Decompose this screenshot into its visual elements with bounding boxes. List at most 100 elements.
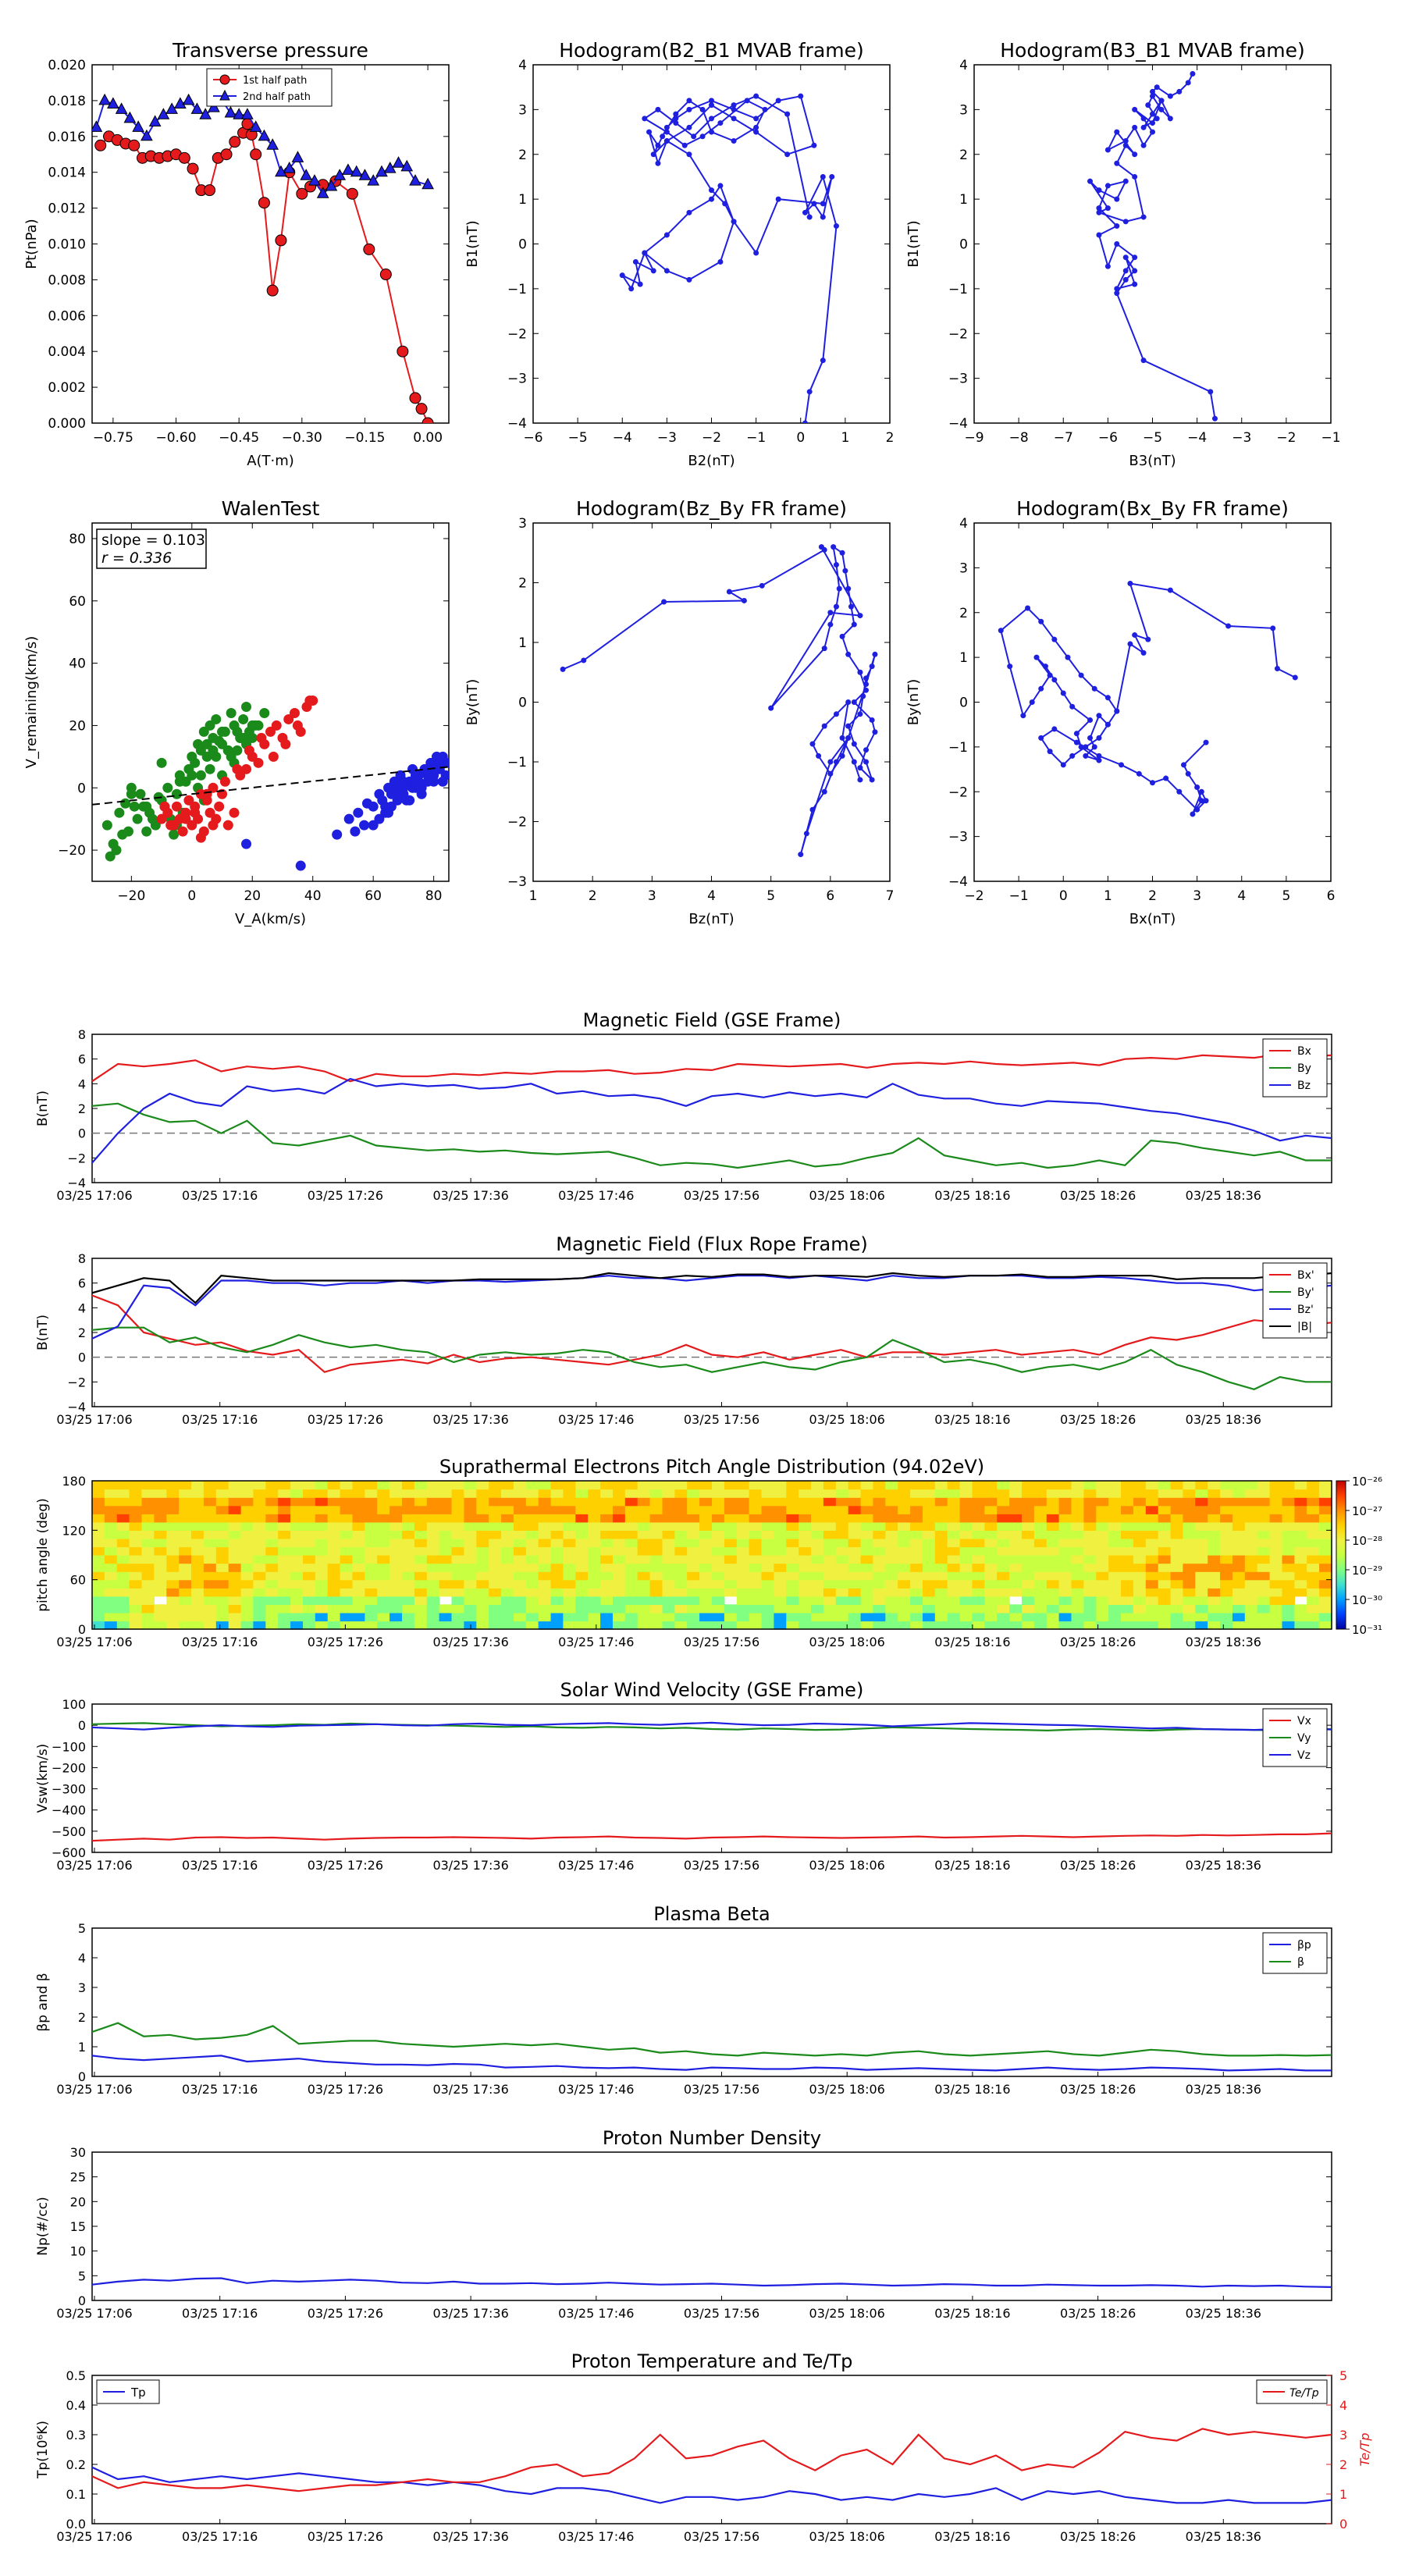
pad-cell bbox=[290, 1546, 304, 1556]
x-tick-label: −0.15 bbox=[344, 430, 385, 446]
pad-cell bbox=[600, 1530, 614, 1539]
pad-cell bbox=[786, 1505, 799, 1514]
pad-cell bbox=[898, 1530, 911, 1539]
y-tick-label: 10 bbox=[70, 2244, 86, 2259]
ts6-title: Proton Temperature and Te/Tp bbox=[571, 2350, 853, 2372]
pad-cell bbox=[365, 1538, 378, 1548]
pad-cell bbox=[934, 1588, 948, 1597]
y-tick-label: 1 bbox=[959, 192, 968, 208]
pad-cell bbox=[550, 1505, 564, 1514]
h4-point bbox=[1140, 649, 1147, 656]
time-tick-label: 03/25 17:36 bbox=[432, 2306, 508, 2321]
ts6-series-Tp bbox=[91, 2466, 1332, 2504]
pad-cell bbox=[92, 1604, 105, 1614]
y-tick-label: 20 bbox=[69, 718, 86, 734]
pad-cell bbox=[1170, 1604, 1184, 1614]
pad-cell bbox=[1071, 1596, 1084, 1605]
pad-cell bbox=[513, 1596, 527, 1605]
pad-cell bbox=[439, 1514, 453, 1523]
pad-cell bbox=[1232, 1546, 1246, 1556]
h1-point bbox=[811, 142, 817, 148]
pad-cell bbox=[873, 1621, 886, 1630]
pad-cell bbox=[414, 1489, 428, 1498]
pad-cell bbox=[129, 1579, 143, 1589]
pad-cell bbox=[154, 1604, 167, 1614]
pad-cell bbox=[389, 1596, 403, 1605]
pad-cell bbox=[327, 1530, 341, 1539]
pad-cell bbox=[1058, 1579, 1072, 1589]
pad-cell bbox=[1071, 1555, 1084, 1564]
pad-cell bbox=[464, 1530, 477, 1539]
pad-cell bbox=[265, 1604, 279, 1614]
pad-cell bbox=[501, 1481, 514, 1490]
h2-point bbox=[1122, 142, 1129, 148]
pad-cell bbox=[215, 1530, 229, 1539]
pad-cell bbox=[1145, 1521, 1159, 1531]
pad-cell bbox=[253, 1604, 266, 1614]
pad-cell bbox=[253, 1538, 266, 1548]
pad-cell bbox=[1158, 1596, 1172, 1605]
pad-cell bbox=[786, 1612, 799, 1622]
pad-cell bbox=[885, 1497, 898, 1507]
pad-cell bbox=[414, 1621, 428, 1630]
walen-point-green bbox=[174, 776, 185, 787]
y-tick-label: 0.004 bbox=[48, 344, 86, 360]
pad-cell bbox=[749, 1530, 763, 1539]
pad-cell bbox=[687, 1571, 700, 1581]
pad-cell bbox=[1083, 1579, 1097, 1589]
tp-point-2nd bbox=[283, 162, 296, 173]
h2-point bbox=[1150, 120, 1155, 126]
y-tick-label: −2 bbox=[67, 1151, 86, 1165]
y-tick-label: 2 bbox=[518, 576, 527, 592]
pad-cell bbox=[1195, 1612, 1208, 1622]
h1-point bbox=[673, 120, 679, 126]
pad-cell bbox=[1170, 1579, 1184, 1589]
h4-point bbox=[1114, 708, 1120, 714]
h1-point bbox=[655, 160, 661, 166]
pad-cell bbox=[191, 1571, 205, 1581]
pad-cell bbox=[835, 1489, 849, 1498]
pad-cell bbox=[1046, 1555, 1060, 1564]
y-tick-label: −3 bbox=[507, 874, 527, 890]
pad-cell bbox=[1071, 1604, 1084, 1614]
pad-cell bbox=[1257, 1612, 1271, 1622]
y-tick-label: −3 bbox=[948, 830, 968, 845]
pad-cell bbox=[513, 1555, 527, 1564]
h4-point bbox=[1176, 788, 1183, 795]
pad-cell bbox=[835, 1497, 849, 1507]
pad-cell bbox=[154, 1497, 167, 1507]
pad-cell bbox=[253, 1489, 266, 1498]
pad-cell bbox=[699, 1530, 713, 1539]
pad-cell bbox=[1220, 1505, 1233, 1514]
pad-cell bbox=[959, 1514, 973, 1523]
pad-cell bbox=[389, 1530, 403, 1539]
pad-cell bbox=[674, 1497, 688, 1507]
pad-cell bbox=[278, 1489, 291, 1498]
h1-point bbox=[632, 258, 638, 265]
pad-cell bbox=[240, 1514, 254, 1523]
pad-cell bbox=[1257, 1489, 1271, 1498]
pad-cell bbox=[1121, 1596, 1134, 1605]
pad-cell bbox=[1244, 1546, 1258, 1556]
y-tick-label: 2 bbox=[78, 1325, 86, 1340]
pad-cell bbox=[835, 1481, 849, 1490]
pad-cell bbox=[129, 1538, 143, 1548]
pad-cell bbox=[898, 1489, 911, 1498]
pad-cell bbox=[1058, 1497, 1072, 1507]
pad-cell bbox=[575, 1481, 589, 1490]
x-tick-label: 20 bbox=[244, 888, 261, 904]
pad-cell bbox=[1319, 1563, 1332, 1572]
time-tick-label: 03/25 17:46 bbox=[558, 1635, 634, 1649]
h1-point bbox=[663, 232, 670, 238]
walen-point-blue bbox=[398, 788, 409, 799]
pad-cell bbox=[501, 1546, 514, 1556]
pad-cell bbox=[513, 1489, 527, 1498]
y-tick-label: 0.014 bbox=[48, 165, 86, 181]
pad-cell bbox=[774, 1571, 787, 1581]
h1-point bbox=[709, 102, 714, 109]
pad-cell bbox=[476, 1596, 489, 1605]
pad-cell bbox=[947, 1604, 961, 1614]
h2-point bbox=[1096, 232, 1102, 238]
pad-cell bbox=[489, 1604, 502, 1614]
pad-cell bbox=[898, 1497, 911, 1507]
